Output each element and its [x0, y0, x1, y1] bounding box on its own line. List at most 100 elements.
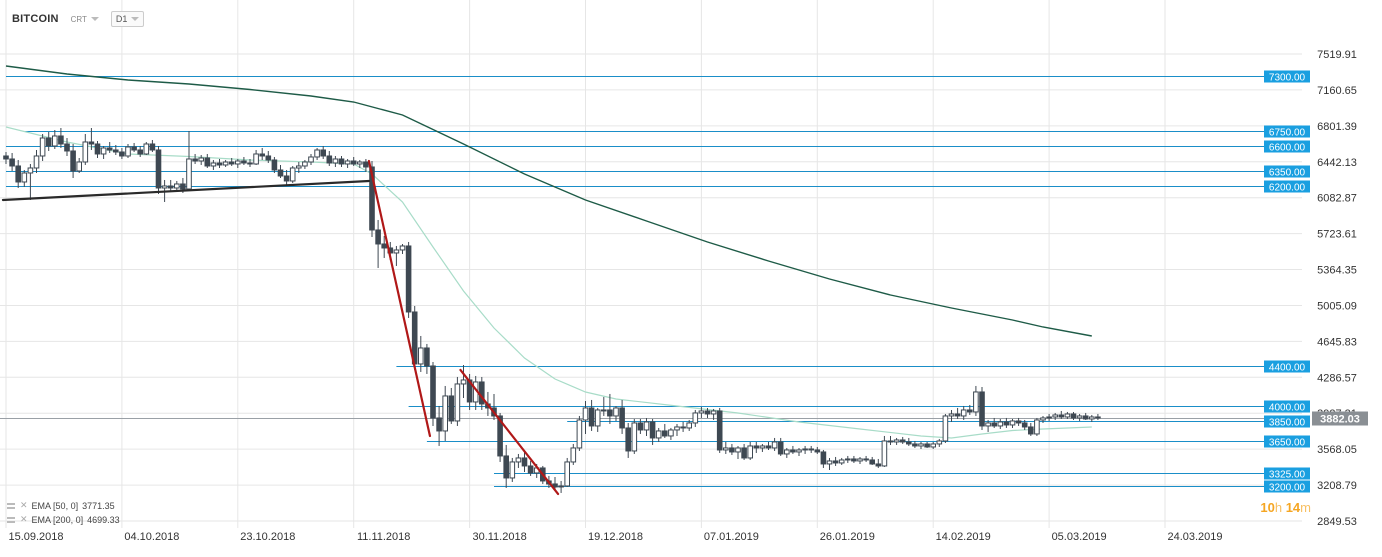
settings-icon[interactable]	[6, 515, 16, 525]
candle-countdown: 10h 14m	[1260, 500, 1311, 515]
level-label-bg	[1264, 140, 1310, 153]
candle-bear	[436, 417, 442, 432]
candle-bull	[393, 249, 400, 254]
level-label-bg	[1264, 180, 1310, 193]
close-icon[interactable]: ✕	[20, 500, 28, 510]
candle-bull	[576, 419, 583, 449]
candle-bear	[70, 150, 76, 172]
level-label-bg	[1264, 480, 1310, 493]
candle-bear	[790, 449, 796, 453]
candle-bull	[1009, 420, 1016, 426]
candle-bull	[759, 445, 766, 449]
candle-bull	[631, 422, 638, 452]
candle-bear	[94, 143, 101, 155]
level-label-bg	[1264, 360, 1310, 373]
candle-bear	[1095, 416, 1101, 419]
x-tick-label: 24.03.2019	[1167, 531, 1222, 543]
current-price-label: 3882.03	[1320, 414, 1360, 426]
candle-bull	[454, 383, 461, 422]
x-tick-label: 14.02.2019	[936, 531, 991, 543]
close-icon[interactable]: ✕	[20, 514, 28, 524]
candle-bull	[655, 430, 662, 439]
candle-bull	[344, 160, 351, 165]
candle-bear	[741, 447, 747, 459]
level-label: 4400.00	[1269, 363, 1306, 374]
ema200-label: EMA [200, 0]	[31, 514, 84, 525]
ema-lines	[5, 65, 1092, 439]
candle-bear	[1003, 421, 1010, 426]
candle-bull	[314, 149, 320, 158]
grid	[0, 0, 1302, 528]
level-label-bg	[1264, 400, 1310, 413]
candle-bear	[814, 449, 821, 453]
candle-bull	[643, 421, 650, 431]
level-label: 7300.00	[1269, 73, 1306, 84]
y-tick-label: 3208.79	[1317, 480, 1357, 492]
candle-bull	[1040, 417, 1046, 421]
candle-bear	[265, 155, 272, 161]
ema200-line	[5, 65, 1092, 337]
level-label-bg	[1264, 125, 1310, 138]
y-tick-label: 7519.91	[1317, 49, 1357, 61]
x-axis: 15.09.2018 04.10.2018 23.10.2018 11.11.2018…	[8, 531, 1222, 543]
level-label-bg	[1264, 435, 1310, 448]
settings-icon[interactable]	[6, 501, 16, 511]
indicator-legend-ema200: ✕ EMA [200, 0] 4699.33	[6, 514, 120, 525]
x-tick-label: 26.01.2019	[820, 531, 875, 543]
level-label: 3325.00	[1269, 470, 1306, 481]
candle-bear	[277, 169, 284, 177]
candle-bear	[1070, 413, 1077, 419]
candle-bear	[64, 143, 70, 152]
candle-bear	[1028, 426, 1034, 435]
y-tick-label: 6801.39	[1317, 121, 1357, 133]
x-tick-label: 05.03.2019	[1052, 531, 1107, 543]
timer-hours-unit: h	[1274, 500, 1283, 515]
timer-minutes-unit: m	[1300, 500, 1311, 515]
timeframe-dropdown[interactable]: D1	[110, 11, 145, 27]
candle-bull	[76, 161, 83, 172]
timeframe-value: D1	[115, 14, 128, 24]
candle-bull	[39, 137, 46, 157]
candle-bear	[350, 160, 357, 165]
candle-bull	[100, 147, 107, 155]
candle-bear	[228, 161, 235, 165]
candle-bull	[668, 429, 674, 437]
candle-bull	[723, 447, 729, 451]
ema50-line	[5, 126, 1092, 439]
y-tick-label: 5723.61	[1317, 229, 1357, 241]
candle-bull	[460, 379, 467, 385]
candle-bull	[1064, 413, 1071, 418]
candle-bear	[704, 410, 711, 415]
level-label: 6600.00	[1269, 143, 1306, 154]
chevron-down-icon	[90, 17, 99, 21]
candle-bear	[137, 149, 143, 155]
y-tick-label: 4645.83	[1317, 336, 1357, 348]
candle-bear	[155, 149, 162, 189]
candle-bull	[582, 407, 589, 421]
chart-type-dropdown[interactable]: CRT	[67, 13, 103, 26]
candle-bull	[1034, 419, 1040, 435]
ema200-value: 4699.33	[87, 514, 120, 525]
candle-bear	[625, 427, 632, 452]
chart-type-value: CRT	[70, 14, 87, 24]
y-tick-label: 6442.13	[1317, 157, 1357, 169]
level-label: 3650.00	[1269, 438, 1306, 449]
candle-bear	[149, 143, 156, 151]
candle-bull	[332, 158, 339, 164]
candle-bear	[320, 149, 326, 157]
candle-bear	[619, 407, 625, 429]
candles	[3, 127, 1101, 493]
candle-bear	[832, 460, 839, 464]
candle-bear	[777, 441, 784, 455]
symbol-label[interactable]: BITCOIN	[12, 13, 59, 25]
candle-bull	[27, 167, 34, 174]
candle-bear	[9, 158, 15, 167]
candle-bear	[1015, 420, 1022, 424]
x-tick-label: 23.10.2018	[240, 531, 295, 543]
candle-bull	[747, 445, 754, 459]
x-tick-label: 11.11.2018	[357, 531, 410, 543]
candle-bull	[509, 461, 516, 479]
candle-bull	[125, 146, 131, 157]
